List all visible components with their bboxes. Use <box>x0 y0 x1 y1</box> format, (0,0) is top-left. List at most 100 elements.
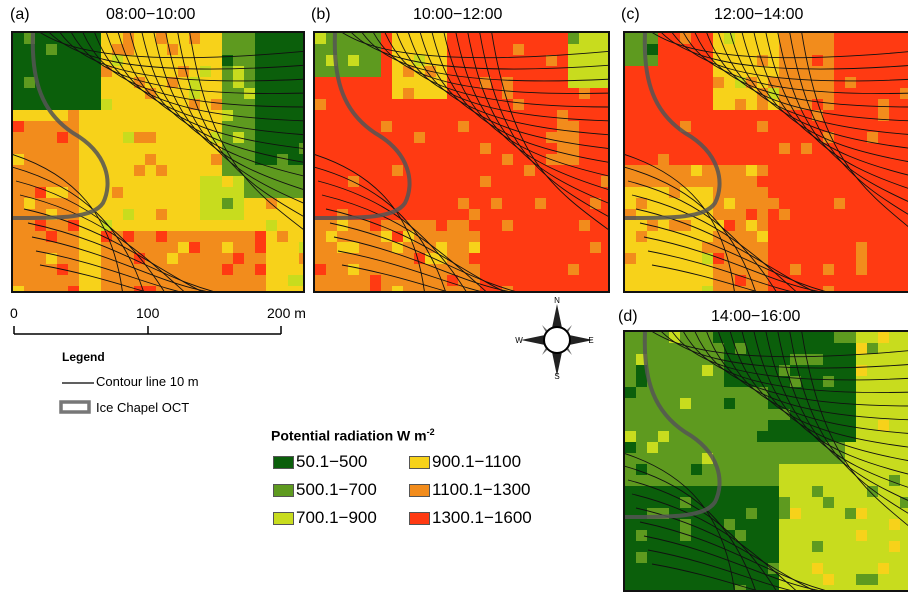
raster-cell <box>134 88 146 100</box>
raster-cell <box>680 475 692 487</box>
raster-cell <box>156 187 168 199</box>
raster-cell <box>845 563 857 575</box>
raster-cell <box>790 209 802 221</box>
contour-line <box>408 33 608 136</box>
raster-cell <box>823 286 835 291</box>
raster-cell <box>669 552 681 564</box>
raster-cell <box>178 33 190 45</box>
raster-cell <box>823 332 835 344</box>
raster-cell <box>425 154 437 166</box>
contour-line <box>329 222 516 291</box>
raster-cell <box>513 77 525 89</box>
raster-cell <box>647 99 659 111</box>
raster-cell <box>370 231 382 243</box>
raster-cell <box>414 88 426 100</box>
raster-cell <box>277 77 289 89</box>
raster-cell <box>315 99 327 111</box>
raster-cell <box>590 121 602 133</box>
raster-cell <box>590 242 602 254</box>
raster-cell <box>535 55 547 67</box>
raster-cell <box>724 121 736 133</box>
raster-cell <box>680 110 692 122</box>
raster-cell <box>211 55 223 67</box>
radiation-legend-title: Potential radiation W m-2 <box>271 427 435 444</box>
raster-cell <box>458 198 470 210</box>
raster-cell <box>337 33 349 45</box>
raster-cell <box>590 286 602 291</box>
raster-cell <box>348 209 360 221</box>
raster-cell <box>579 154 591 166</box>
raster-cell <box>299 132 303 144</box>
raster-cell <box>101 143 113 155</box>
raster-cell <box>315 88 327 100</box>
raster-cell <box>746 398 758 410</box>
raster-cell <box>713 66 725 78</box>
raster-cell <box>823 33 835 45</box>
raster-cell <box>46 253 58 265</box>
raster-cell <box>134 209 146 221</box>
raster-cell <box>370 33 382 45</box>
contour-line <box>718 332 908 434</box>
raster-cell <box>878 464 890 476</box>
raster-cell <box>691 519 703 531</box>
raster-cell <box>233 121 245 133</box>
raster-cell <box>680 332 692 344</box>
raster-cell <box>277 220 289 232</box>
raster-cell <box>779 176 791 188</box>
raster-cell <box>601 121 608 133</box>
raster-cell <box>359 110 371 122</box>
raster-cell <box>189 132 201 144</box>
raster-cell <box>713 132 725 144</box>
contour-line <box>631 493 797 590</box>
raster-cell <box>636 132 648 144</box>
raster-cell <box>403 264 415 276</box>
raster-cell <box>425 121 437 133</box>
raster-cell <box>222 253 234 265</box>
raster-cell <box>211 44 223 56</box>
raster-cell <box>801 143 813 155</box>
contour-line <box>129 33 303 163</box>
raster-cell <box>348 198 360 210</box>
raster-cell <box>812 143 824 155</box>
raster-cell <box>299 165 303 177</box>
raster-cell <box>669 464 681 476</box>
raster-cell <box>436 132 448 144</box>
raster-cell <box>447 66 459 78</box>
raster-cell <box>134 33 146 45</box>
raster-cell <box>315 33 327 45</box>
raster-cell <box>436 187 448 199</box>
raster-cell <box>491 154 503 166</box>
raster-cell <box>524 77 536 89</box>
raster-cell <box>768 453 780 465</box>
raster-cell <box>502 88 514 100</box>
panel-d-label: (d) <box>618 308 638 325</box>
raster-cell <box>524 110 536 122</box>
raster-cell <box>568 198 580 210</box>
raster-cell <box>436 176 448 188</box>
raster-cell <box>889 442 901 454</box>
raster-cell <box>691 563 703 575</box>
raster-cell <box>724 77 736 89</box>
raster-cell <box>348 121 360 133</box>
contour-line <box>627 479 777 590</box>
raster-cell <box>266 231 278 243</box>
raster-cell <box>266 253 278 265</box>
raster-cell <box>524 198 536 210</box>
raster-cell <box>757 464 769 476</box>
raster-cell <box>244 121 256 133</box>
raster-cell <box>746 231 758 243</box>
raster-cell <box>381 121 393 133</box>
raster-cell <box>381 165 393 177</box>
raster-cell <box>790 475 802 487</box>
raster-cell <box>900 486 908 498</box>
raster-cell <box>134 121 146 133</box>
raster-cell <box>145 165 157 177</box>
raster-cell <box>713 198 725 210</box>
raster-cell <box>768 132 780 144</box>
raster-cell <box>779 55 791 67</box>
raster-cell <box>757 519 769 531</box>
raster-cell <box>867 431 879 443</box>
raster-cell <box>200 55 212 67</box>
raster-cell <box>101 198 113 210</box>
raster-cell <box>101 253 113 265</box>
